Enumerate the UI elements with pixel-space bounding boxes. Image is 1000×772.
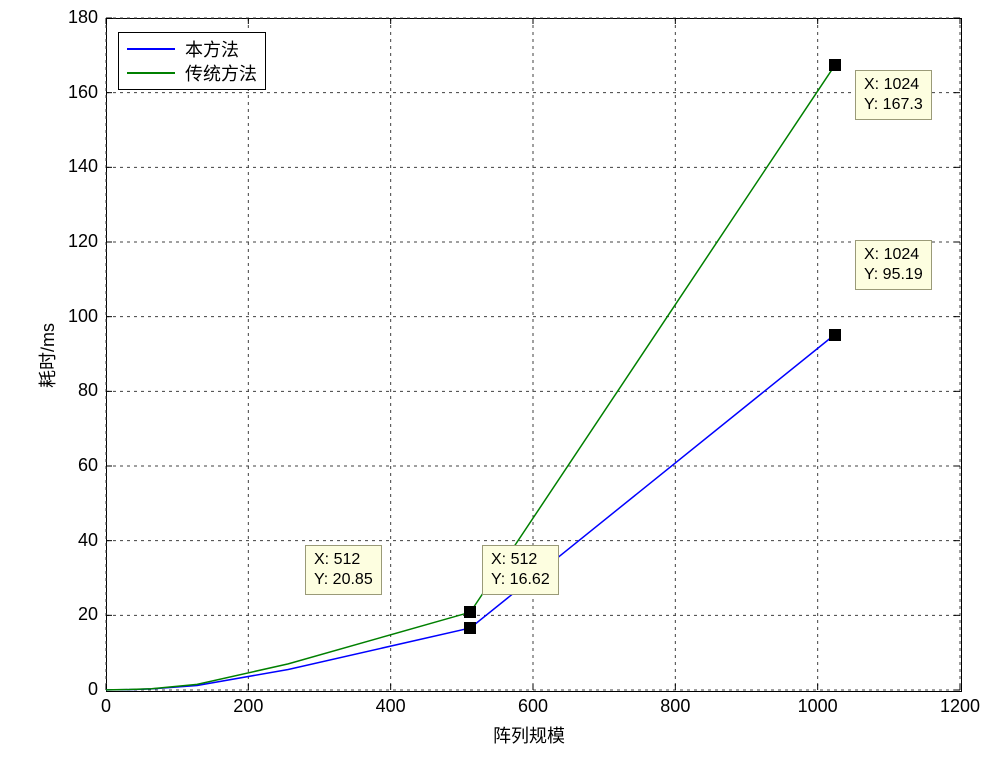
legend: 本方法 传统方法: [118, 32, 266, 90]
x-tick-label: 200: [218, 696, 278, 717]
legend-item: 本方法: [127, 37, 257, 61]
datatip[interactable]: X: 512Y: 16.62: [482, 545, 559, 595]
y-tick-label: 160: [46, 82, 98, 103]
datatip-y: Y: 16.62: [491, 570, 550, 590]
datatip[interactable]: X: 512Y: 20.85: [305, 545, 382, 595]
y-tick-label: 80: [46, 380, 98, 401]
y-tick-label: 40: [46, 530, 98, 551]
datatip-y: Y: 167.3: [864, 95, 923, 115]
datatip-x: X: 512: [314, 550, 373, 570]
datatip-x: X: 512: [491, 550, 550, 570]
data-marker: [464, 622, 476, 634]
y-tick-label: 180: [46, 7, 98, 28]
x-tick-label: 400: [361, 696, 421, 717]
legend-swatch: [127, 48, 175, 50]
x-tick-label: 1200: [930, 696, 990, 717]
data-marker: [464, 606, 476, 618]
datatip-x: X: 1024: [864, 245, 923, 265]
datatip-y: Y: 20.85: [314, 570, 373, 590]
legend-label: 本方法: [185, 36, 239, 62]
legend-item: 传统方法: [127, 61, 257, 85]
y-tick-label: 20: [46, 604, 98, 625]
datatip-x: X: 1024: [864, 75, 923, 95]
chart-svg: [0, 0, 1000, 772]
datatip[interactable]: X: 1024Y: 167.3: [855, 70, 932, 120]
figure: 耗时/ms 阵列规模 本方法 传统方法 X: 1024Y: 167.3X: 10…: [0, 0, 1000, 772]
legend-swatch: [127, 72, 175, 74]
legend-label: 传统方法: [185, 60, 257, 86]
datatip[interactable]: X: 1024Y: 95.19: [855, 240, 932, 290]
x-tick-label: 600: [503, 696, 563, 717]
x-tick-label: 800: [645, 696, 705, 717]
x-axis-label: 阵列规模: [493, 722, 565, 748]
y-tick-label: 60: [46, 455, 98, 476]
data-marker: [829, 59, 841, 71]
y-tick-label: 0: [46, 679, 98, 700]
datatip-y: Y: 95.19: [864, 265, 923, 285]
y-axis-label: 耗时/ms: [34, 323, 60, 388]
y-tick-label: 140: [46, 156, 98, 177]
x-tick-label: 1000: [788, 696, 848, 717]
y-tick-label: 100: [46, 306, 98, 327]
data-marker: [829, 329, 841, 341]
y-tick-label: 120: [46, 231, 98, 252]
